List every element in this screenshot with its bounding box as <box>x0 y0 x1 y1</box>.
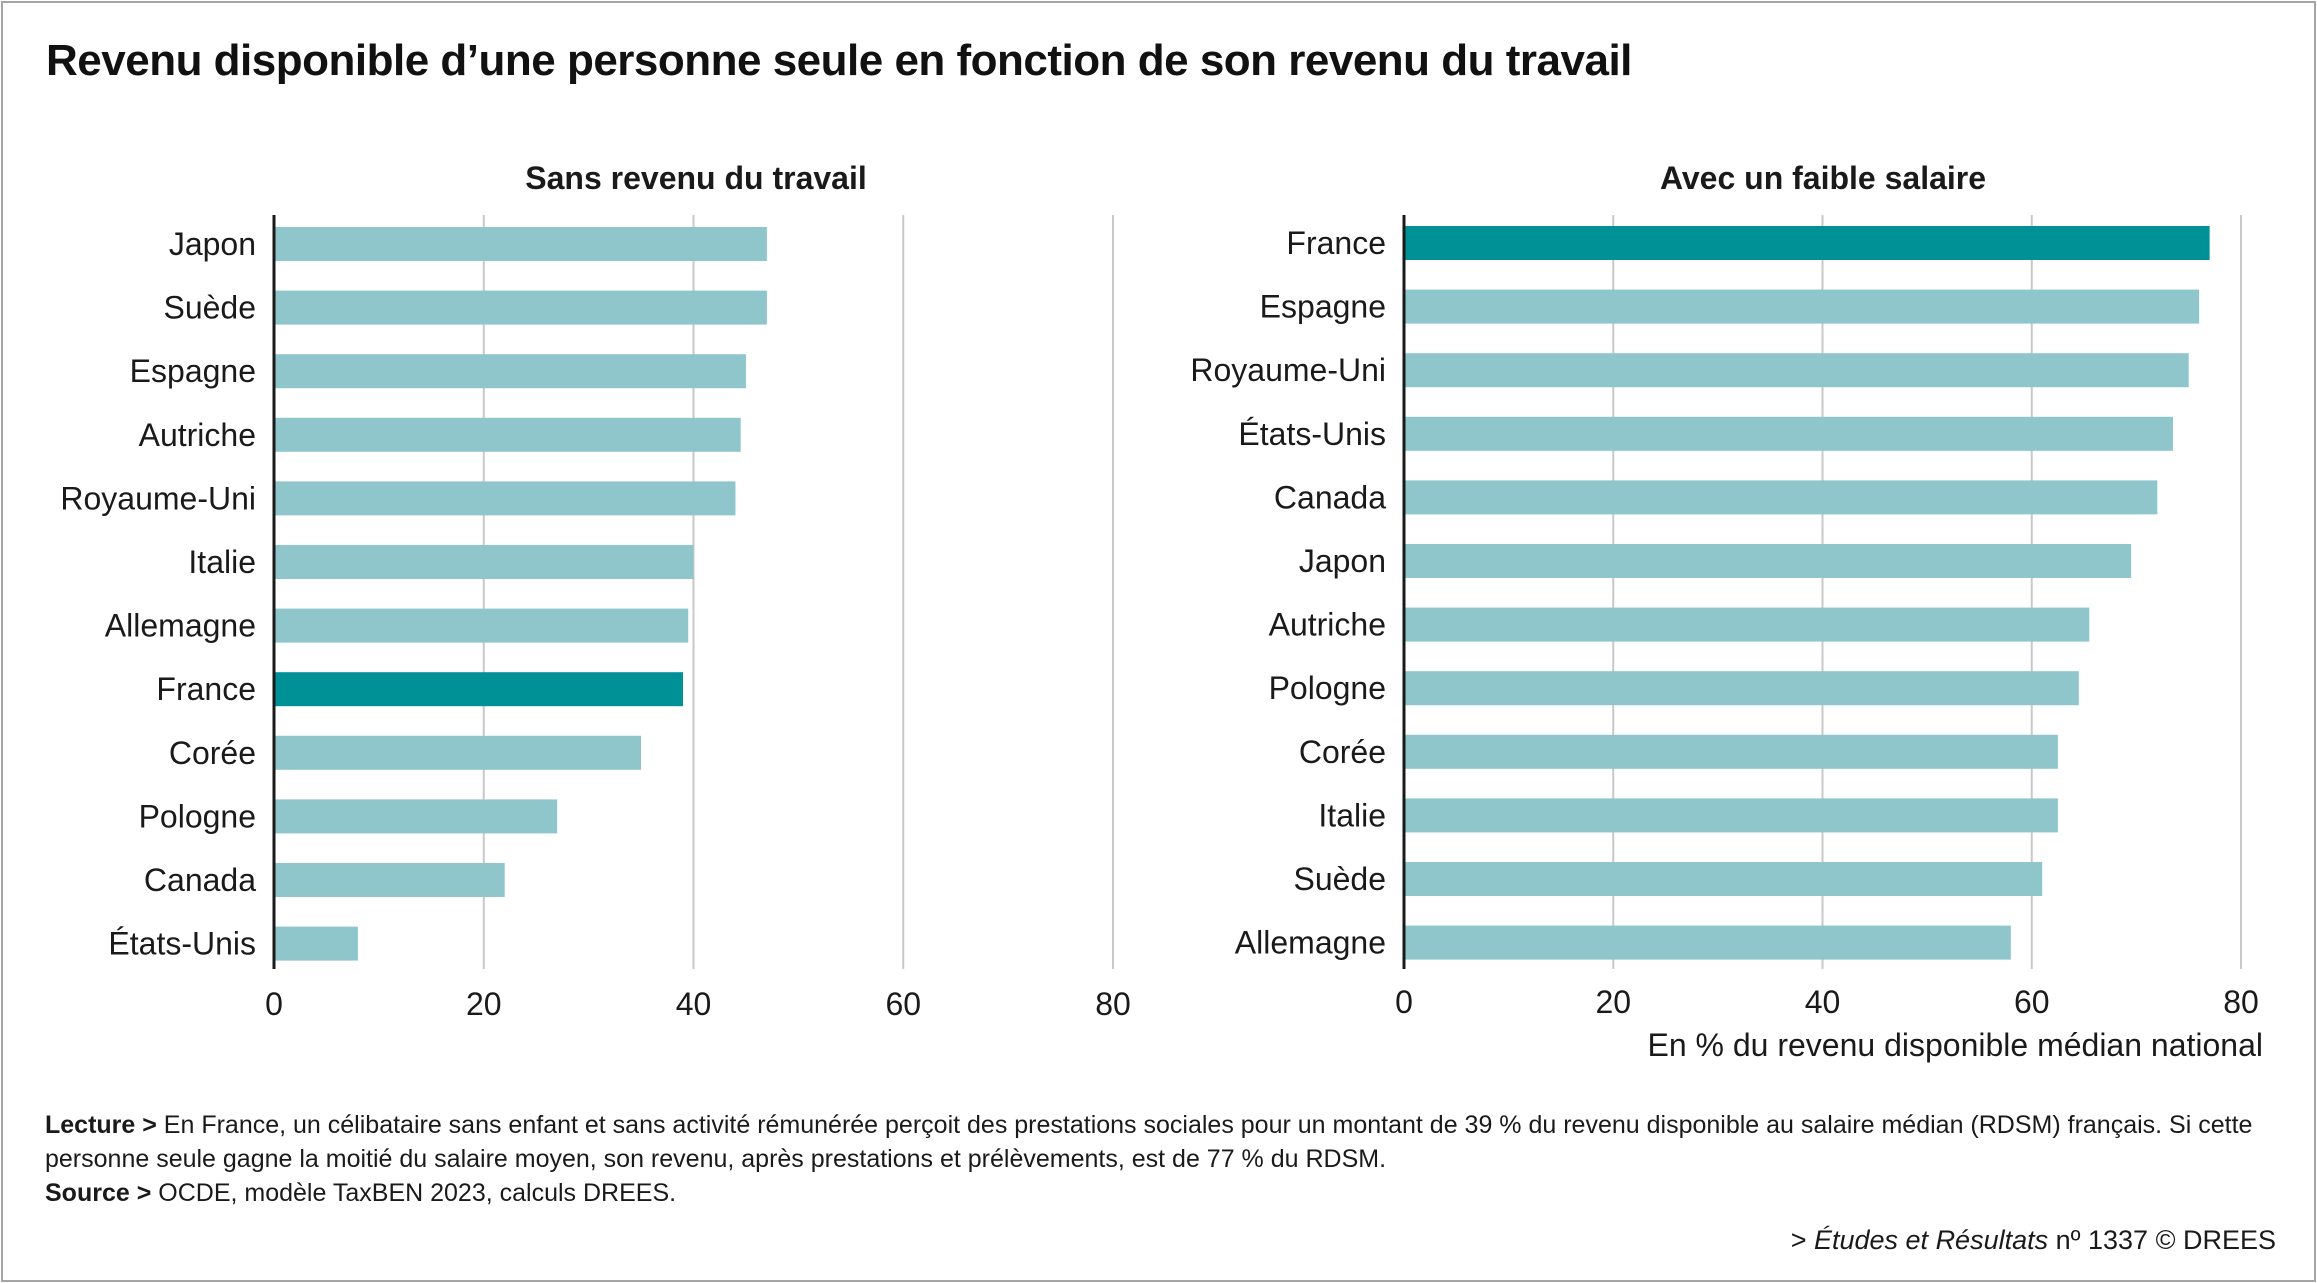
sans-revenu-bar-6 <box>274 545 694 579</box>
source-block: Source > OCDE, modèle TaxBEN 2023, calcu… <box>45 1179 676 1207</box>
faible-salaire-bar-6 <box>1404 544 2132 578</box>
credit-line: > Études et Résultats nº 1337 © DREES <box>1791 1225 2276 1256</box>
faible-salaire-bar-9 <box>1404 734 2058 769</box>
lecture-block: Lecture > En France, un célibataire sans… <box>45 1111 2252 1173</box>
sans-revenu-tick-label-60: 60 <box>885 986 921 1022</box>
faible-salaire-category-label-4: États-Unis <box>1238 416 1386 452</box>
faible-salaire-category-label-8: Pologne <box>1269 670 1386 706</box>
faible-salaire-category-label-11: Suède <box>1293 861 1386 897</box>
faible-salaire-tick-label-40: 40 <box>1805 984 1841 1020</box>
sans-revenu-category-label-6: Italie <box>188 544 256 580</box>
sans-revenu-bar-2 <box>274 290 767 325</box>
sans-revenu-tick-label-20: 20 <box>466 986 502 1022</box>
sans-revenu-tick-label-80: 80 <box>1095 986 1131 1022</box>
sans-revenu-bar-7 <box>274 608 689 643</box>
faible-salaire-tick-label-0: 0 <box>1395 984 1413 1020</box>
faible-salaire-tick-label-20: 20 <box>1595 984 1631 1020</box>
faible-salaire-bar-12 <box>1404 925 2011 960</box>
source-label: Source > <box>45 1179 152 1207</box>
sans-revenu-tick-label-40: 40 <box>676 986 712 1022</box>
faible-salaire-bar-5 <box>1404 480 2158 515</box>
faible-salaire-panel-title: Avec un faible salaire <box>1660 160 1986 196</box>
sans-revenu-bar-4 <box>274 417 741 452</box>
faible-salaire-x-axis-label: En % du revenu disponible médian nationa… <box>1647 1027 2263 1063</box>
faible-salaire-tick-label-80: 80 <box>2223 984 2259 1020</box>
faible-salaire-bar-4 <box>1404 416 2173 451</box>
sans-revenu-bar-3 <box>274 354 746 389</box>
sans-revenu-category-label-8: France <box>156 671 256 707</box>
sans-revenu-category-label-1: Japon <box>169 226 256 262</box>
sans-revenu-category-label-9: Corée <box>169 735 256 771</box>
sans-revenu-category-label-5: Royaume-Uni <box>60 480 256 516</box>
faible-salaire-category-label-9: Corée <box>1299 734 1386 770</box>
credit-suffix: nº 1337 © DREES <box>2048 1225 2276 1255</box>
sans-revenu-bar-1 <box>274 227 767 261</box>
faible-salaire-bar-10 <box>1404 798 2058 833</box>
faible-salaire-category-label-6: Japon <box>1299 543 1386 579</box>
sans-revenu-category-label-11: Canada <box>144 862 256 898</box>
sans-revenu-bar-10 <box>274 799 558 834</box>
lecture-label: Lecture > <box>45 1111 157 1139</box>
credit-publication: Études et Résultats <box>1813 1225 2049 1255</box>
faible-salaire-category-label-3: Royaume-Uni <box>1190 352 1386 388</box>
faible-salaire-bar-11 <box>1404 862 2043 896</box>
faible-salaire-category-label-1: France <box>1286 225 1386 261</box>
faible-salaire-category-label-5: Canada <box>1274 479 1386 515</box>
faible-salaire-category-label-7: Autriche <box>1269 607 1386 643</box>
lecture-text: En France, un célibataire sans enfant et… <box>45 1111 2253 1173</box>
sans-revenu-panel-title: Sans revenu du travail <box>525 160 866 196</box>
sans-revenu-bar-5 <box>274 481 736 516</box>
sans-revenu-bar-9 <box>274 735 642 770</box>
sans-revenu-tick-label-0: 0 <box>265 986 283 1022</box>
faible-salaire-bar-2 <box>1404 289 2200 324</box>
sans-revenu-category-label-12: États-Unis <box>108 926 256 962</box>
sans-revenu-bar-12 <box>274 926 358 961</box>
sans-revenu-category-label-3: Espagne <box>130 353 256 389</box>
faible-salaire-bar-1 <box>1404 226 2210 260</box>
faible-salaire-category-label-10: Italie <box>1318 797 1386 833</box>
footnote: Lecture > En France, un célibataire sans… <box>45 1108 2285 1210</box>
faible-salaire-bar-3 <box>1404 353 2189 388</box>
charts-canvas: Sans revenu du travail Japon Suède Espagne A… <box>60 160 2263 1063</box>
sans-revenu-bar-11 <box>274 863 505 897</box>
credit-prefix: > <box>1790 1225 1814 1255</box>
sans-revenu-bar-8 <box>274 672 684 707</box>
source-text: OCDE, modèle TaxBEN 2023, calculs DREES. <box>151 1179 677 1207</box>
sans-revenu-category-label-4: Autriche <box>139 417 256 453</box>
faible-salaire-tick-label-60: 60 <box>2014 984 2050 1020</box>
faible-salaire-bar-7 <box>1404 607 2090 642</box>
sans-revenu-category-label-10: Pologne <box>139 798 256 834</box>
faible-salaire-category-label-12: Allemagne <box>1235 925 1386 961</box>
faible-salaire-category-label-2: Espagne <box>1260 289 1386 325</box>
faible-salaire-bar-8 <box>1404 671 2079 706</box>
sans-revenu-category-label-2: Suède <box>163 290 256 326</box>
figure-title: Revenu disponible d’une personne seule e… <box>46 36 1632 85</box>
sans-revenu-category-label-7: Allemagne <box>105 608 256 644</box>
